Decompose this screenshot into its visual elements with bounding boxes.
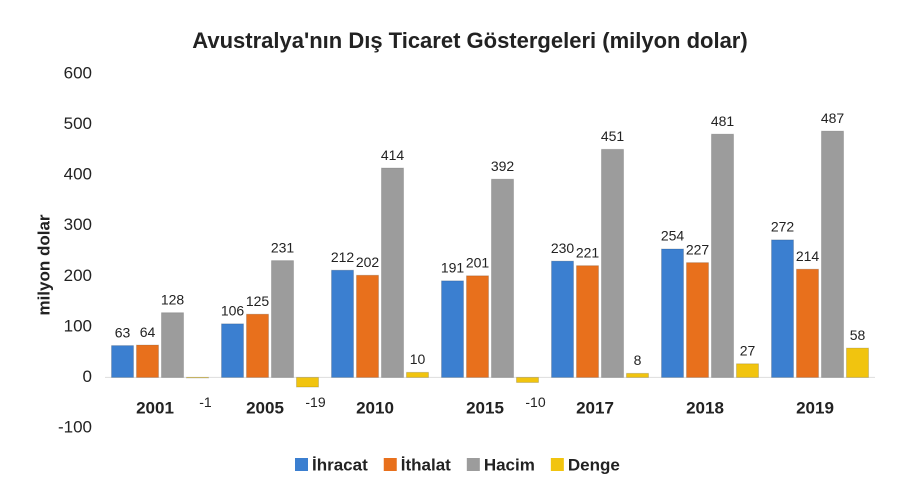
data-label: -1 bbox=[199, 394, 212, 410]
bar bbox=[491, 178, 514, 378]
data-label: 125 bbox=[246, 293, 270, 309]
data-label: 230 bbox=[551, 240, 575, 256]
bar bbox=[601, 148, 624, 378]
data-label: 128 bbox=[161, 291, 185, 307]
bar bbox=[331, 269, 354, 378]
bar bbox=[796, 268, 819, 378]
bar bbox=[221, 323, 244, 378]
bar bbox=[296, 376, 319, 388]
data-label: 231 bbox=[271, 239, 295, 255]
data-label: 27 bbox=[740, 342, 756, 358]
data-label: -10 bbox=[525, 394, 545, 410]
y-tick-label: 300 bbox=[64, 215, 92, 234]
bar bbox=[686, 262, 709, 378]
data-label: 227 bbox=[686, 241, 710, 257]
data-label: 272 bbox=[771, 219, 795, 235]
y-tick-label: 600 bbox=[64, 63, 92, 82]
y-tick-label: 500 bbox=[64, 114, 92, 133]
bar bbox=[711, 133, 734, 378]
y-tick-label: 200 bbox=[64, 266, 92, 285]
data-label: 191 bbox=[441, 260, 465, 276]
data-label: 214 bbox=[796, 248, 820, 264]
bar bbox=[111, 345, 134, 378]
legend-swatch bbox=[550, 458, 564, 471]
bar bbox=[516, 376, 539, 383]
legend-label: Denge bbox=[568, 455, 620, 474]
data-label: 414 bbox=[381, 147, 405, 163]
x-tick-label: 2001 bbox=[136, 398, 174, 417]
data-label: 8 bbox=[634, 352, 642, 368]
legend-swatch bbox=[295, 458, 308, 471]
bar bbox=[381, 167, 404, 378]
x-tick-label: 2015 bbox=[466, 398, 504, 417]
data-label: -19 bbox=[305, 394, 325, 410]
y-tick-label: 400 bbox=[64, 165, 92, 184]
data-label: 58 bbox=[850, 327, 866, 343]
x-tick-label: 2005 bbox=[246, 398, 284, 417]
chart-title: Avustralya'nın Dış Ticaret Göstergeleri … bbox=[192, 28, 747, 53]
data-label: 64 bbox=[140, 324, 156, 340]
bar bbox=[161, 312, 184, 378]
data-label: 392 bbox=[491, 158, 515, 174]
x-tick-label: 2019 bbox=[796, 398, 834, 417]
y-tick-label: 100 bbox=[64, 316, 92, 335]
bar bbox=[736, 363, 759, 378]
bar bbox=[136, 344, 159, 378]
bar bbox=[821, 130, 844, 378]
bar bbox=[441, 280, 464, 378]
bar bbox=[466, 275, 489, 378]
legend-swatch bbox=[383, 458, 397, 471]
bar bbox=[771, 239, 794, 378]
bar bbox=[551, 260, 574, 378]
legend-label: İhracat bbox=[312, 455, 368, 474]
legend-label: Hacim bbox=[484, 455, 535, 474]
bar bbox=[246, 313, 269, 378]
data-label: 106 bbox=[221, 303, 245, 319]
bar bbox=[661, 248, 684, 378]
data-label: 451 bbox=[601, 128, 625, 144]
data-label: 254 bbox=[661, 228, 685, 244]
bar bbox=[406, 371, 429, 378]
bar bbox=[626, 372, 649, 378]
data-label: 10 bbox=[410, 351, 426, 367]
x-tick-label: 2010 bbox=[356, 398, 394, 417]
bar bbox=[576, 265, 599, 378]
data-label: 212 bbox=[331, 249, 355, 265]
y-tick-label: -100 bbox=[58, 417, 92, 436]
data-label: 481 bbox=[711, 113, 735, 129]
legend-swatch bbox=[466, 458, 480, 471]
data-label: 487 bbox=[821, 110, 845, 126]
x-tick-label: 2018 bbox=[686, 398, 724, 417]
x-tick-label: 2017 bbox=[576, 398, 614, 417]
bar bbox=[356, 274, 379, 378]
bar bbox=[186, 376, 209, 379]
y-axis-label: milyon dolar bbox=[34, 214, 53, 315]
data-label: 221 bbox=[576, 244, 600, 260]
bar bbox=[271, 260, 294, 378]
data-label: 201 bbox=[466, 254, 490, 270]
bar bbox=[846, 347, 869, 378]
data-label: 63 bbox=[115, 324, 131, 340]
legend-label: İthalat bbox=[401, 455, 451, 474]
data-label: 202 bbox=[356, 254, 380, 270]
y-tick-label: 0 bbox=[83, 367, 92, 386]
